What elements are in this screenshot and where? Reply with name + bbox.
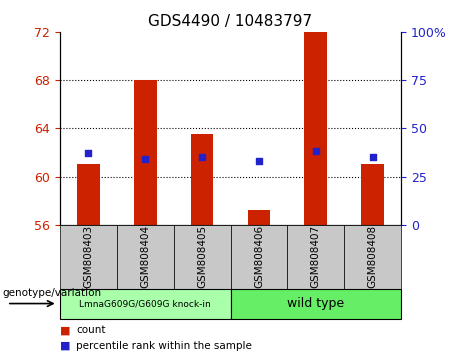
Bar bbox=[361, 165, 384, 225]
Bar bbox=[77, 165, 100, 225]
Text: genotype/variation: genotype/variation bbox=[2, 288, 101, 298]
Text: GSM808403: GSM808403 bbox=[83, 225, 94, 288]
Point bbox=[369, 154, 376, 160]
Text: ■: ■ bbox=[60, 341, 71, 350]
Point bbox=[142, 156, 149, 162]
Bar bbox=[134, 80, 157, 225]
Text: GSM808405: GSM808405 bbox=[197, 225, 207, 288]
Point bbox=[198, 154, 206, 160]
Text: count: count bbox=[76, 325, 106, 335]
Bar bbox=[248, 210, 270, 225]
Point bbox=[85, 150, 92, 156]
Title: GDS4490 / 10483797: GDS4490 / 10483797 bbox=[148, 14, 313, 29]
Point bbox=[255, 158, 263, 164]
Point bbox=[312, 149, 319, 154]
Bar bbox=[191, 135, 213, 225]
Text: GSM808408: GSM808408 bbox=[367, 225, 378, 288]
Text: percentile rank within the sample: percentile rank within the sample bbox=[76, 341, 252, 350]
Text: GSM808406: GSM808406 bbox=[254, 225, 264, 288]
Text: GSM808407: GSM808407 bbox=[311, 225, 321, 288]
Text: ■: ■ bbox=[60, 325, 71, 335]
Text: GSM808404: GSM808404 bbox=[140, 225, 150, 288]
Text: wild type: wild type bbox=[287, 297, 344, 310]
Text: LmnaG609G/G609G knock-in: LmnaG609G/G609G knock-in bbox=[79, 299, 211, 308]
Bar bbox=[304, 32, 327, 225]
